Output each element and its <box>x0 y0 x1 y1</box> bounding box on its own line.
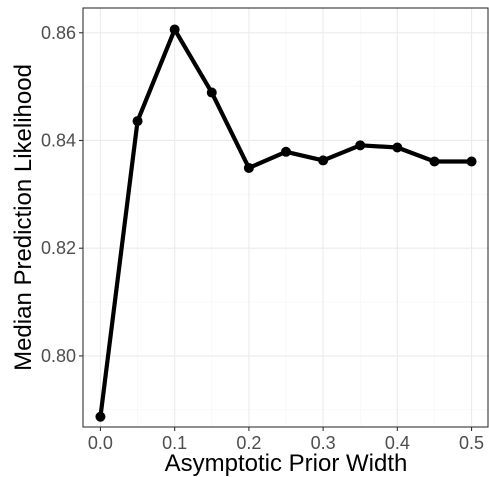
x-tick-label: 0.5 <box>459 433 484 453</box>
y-axis-title: Median Prediction Likelihood <box>10 64 37 371</box>
data-point <box>206 87 217 98</box>
major-gridlines <box>83 8 489 427</box>
data-point <box>243 162 254 173</box>
x-axis-title: Asymptotic Prior Width <box>165 450 408 477</box>
panel-border <box>82 7 489 428</box>
x-tick-label: 0.0 <box>88 433 113 453</box>
x-axis-ticks: 0.0 0.1 0.2 0.3 0.4 0.5 <box>88 427 484 453</box>
data-point <box>318 155 329 166</box>
data-point <box>466 156 477 167</box>
x-tick-label: 0.2 <box>236 433 261 453</box>
x-tick-label: 0.1 <box>162 433 187 453</box>
y-tick-label: 0.84 <box>41 130 76 150</box>
x-tick-label: 0.4 <box>385 433 410 453</box>
x-tick-label: 0.3 <box>311 433 336 453</box>
data-point <box>95 411 106 422</box>
y-tick-label: 0.82 <box>41 238 76 258</box>
data-point <box>132 116 143 127</box>
data-point <box>392 142 403 153</box>
data-point <box>355 140 366 151</box>
series-layer <box>95 24 477 422</box>
y-axis-ticks: 0.80 0.82 0.84 0.86 <box>41 23 83 366</box>
data-point <box>169 24 180 35</box>
data-point <box>429 156 440 167</box>
y-tick-label: 0.80 <box>41 346 76 366</box>
y-tick-label: 0.86 <box>41 23 76 43</box>
data-point <box>281 146 291 157</box>
